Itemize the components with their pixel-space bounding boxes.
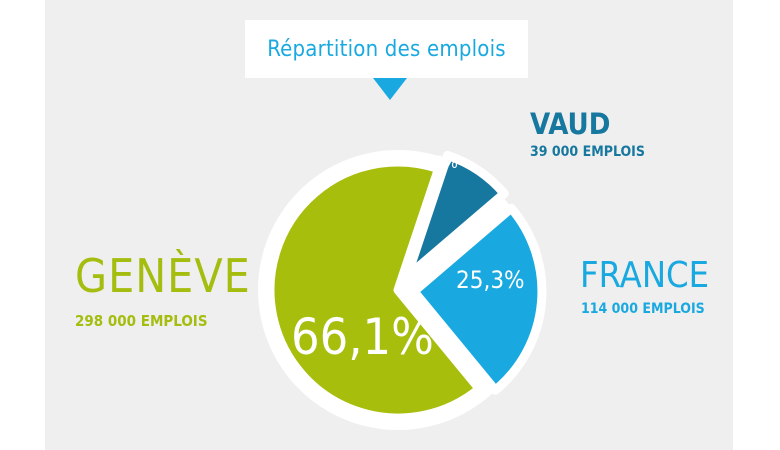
slice-label-france: 25,3% (456, 266, 525, 294)
slice-label-vaud: 8,6% (419, 153, 458, 173)
legend-jobs-geneve: 298 000 EMPLOIS (75, 312, 208, 330)
pie-slice-geneve (265, 157, 484, 423)
title-pointer-arrow (373, 78, 407, 100)
legend-name-vaud: VAUD (530, 107, 611, 141)
slice-label-geneve: 66,1% (291, 308, 434, 366)
pie-slice-vaud (402, 150, 509, 282)
chart-title-box: Répartition des emplois (245, 20, 528, 78)
chart-panel: Répartition des emplois 66,1% 25,3% 8,6%… (45, 0, 733, 450)
legend-name-geneve: GENÈVE (75, 249, 251, 303)
pie-chart (258, 150, 547, 430)
chart-title: Répartition des emplois (267, 36, 506, 62)
legend-name-france: FRANCE (580, 255, 710, 296)
pie-slice-france (409, 203, 547, 395)
legend-jobs-vaud: 39 000 EMPLOIS (530, 144, 645, 160)
legend-jobs-france: 114 000 EMPLOIS (581, 301, 705, 317)
